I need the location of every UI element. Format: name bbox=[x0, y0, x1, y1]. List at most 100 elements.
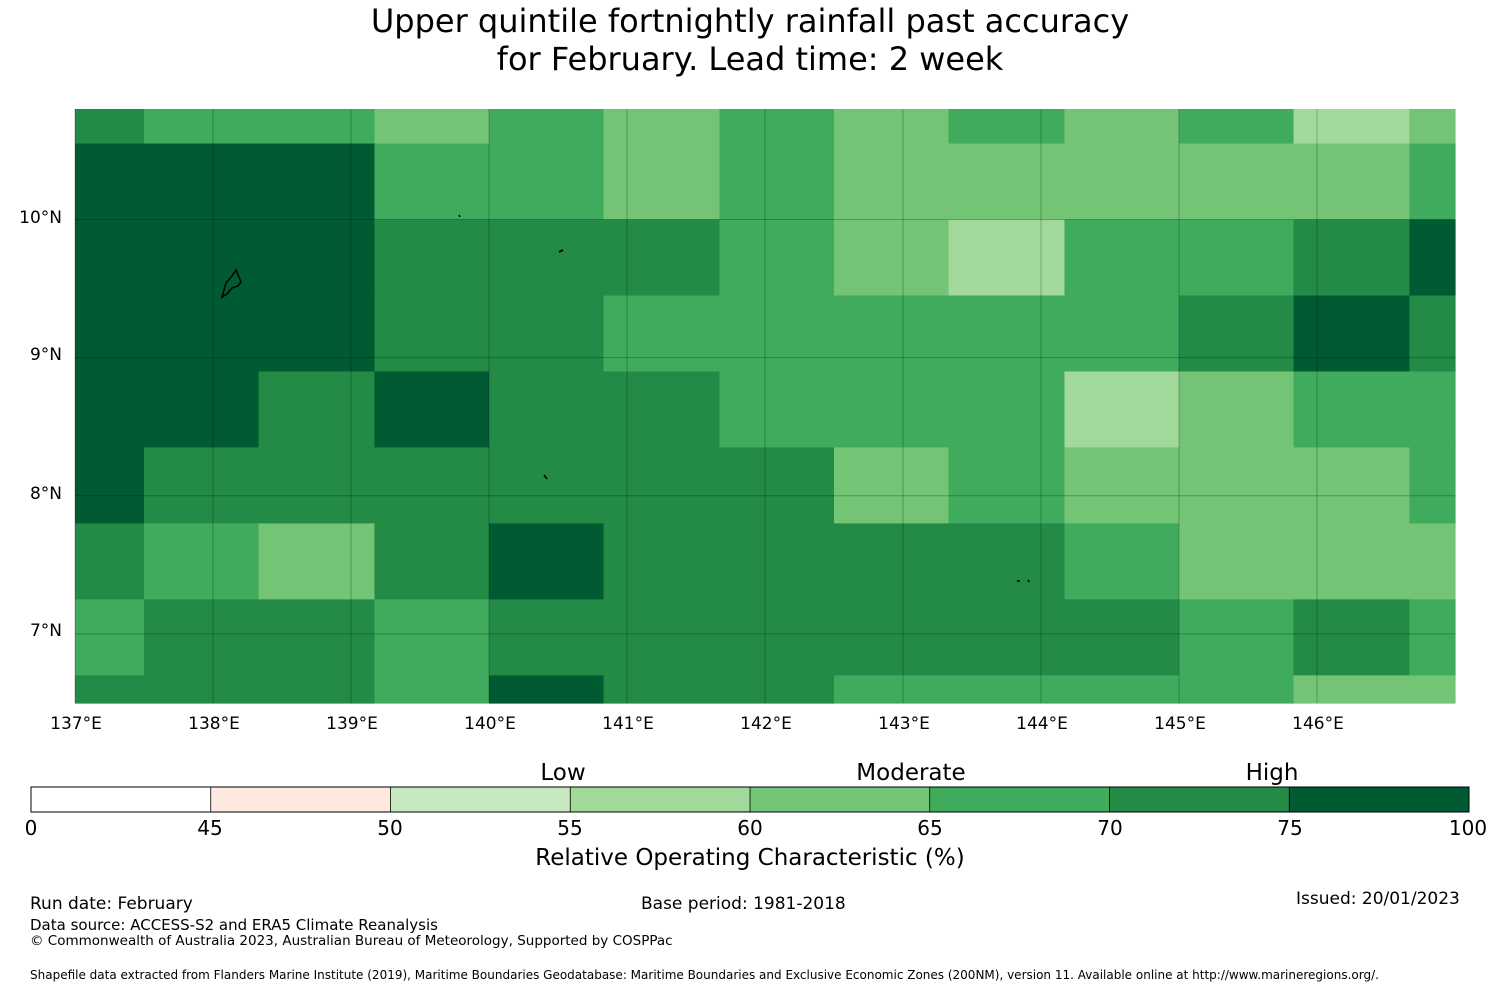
grid-cell bbox=[144, 599, 260, 676]
grid-cell bbox=[719, 295, 835, 373]
grid-cell bbox=[489, 109, 605, 145]
grid-cell bbox=[75, 675, 145, 704]
colorbar-bin bbox=[929, 787, 1110, 812]
grid-cell bbox=[144, 371, 260, 449]
grid-cell bbox=[719, 143, 835, 221]
grid-cell bbox=[834, 599, 950, 676]
grid-cell bbox=[948, 295, 1066, 373]
lon-label: 143°E bbox=[878, 714, 930, 734]
grid-cell bbox=[258, 523, 376, 600]
grid-cell bbox=[75, 143, 145, 221]
grid-cell bbox=[603, 295, 721, 373]
island-shape bbox=[1017, 579, 1030, 583]
lon-label: 137°E bbox=[50, 714, 102, 734]
grid-cell bbox=[374, 143, 490, 221]
colorbar-bin bbox=[750, 787, 930, 812]
grid-cell bbox=[144, 219, 260, 297]
grid-cell bbox=[603, 523, 721, 600]
grid-cell bbox=[948, 599, 1066, 676]
lat-label: 7°N bbox=[29, 621, 62, 641]
grid-cell bbox=[75, 219, 145, 297]
grid-cell bbox=[1064, 219, 1180, 297]
coastlines bbox=[220, 214, 1030, 583]
grid-cell bbox=[1179, 143, 1295, 221]
grid-cell bbox=[719, 109, 835, 145]
grid-cell bbox=[603, 675, 721, 704]
copyright-notice: © Commonwealth of Australia 2023, Austra… bbox=[30, 933, 673, 949]
grid-cell bbox=[75, 371, 145, 449]
grid-cell bbox=[1293, 675, 1411, 704]
graticule bbox=[74, 109, 1455, 703]
grid-cell bbox=[603, 599, 721, 676]
grid-cell bbox=[489, 143, 605, 221]
grid-cell bbox=[1179, 219, 1295, 297]
grid-cell bbox=[948, 143, 1066, 221]
grid-cell bbox=[1179, 523, 1295, 600]
grid-cell bbox=[144, 295, 260, 373]
grid-cell bbox=[258, 447, 376, 525]
grid-cell bbox=[948, 109, 1066, 145]
base-period: Base period: 1981-2018 bbox=[641, 894, 846, 914]
colorbar-bin bbox=[1289, 787, 1469, 812]
colorbar-bin bbox=[31, 787, 211, 812]
grid-cell bbox=[1293, 371, 1411, 449]
grid-cell bbox=[258, 143, 376, 221]
grid-cell bbox=[1293, 599, 1411, 676]
island-shape bbox=[220, 268, 242, 299]
grid-cell bbox=[719, 523, 835, 600]
grid-cell bbox=[75, 599, 145, 676]
grid-cell bbox=[489, 295, 605, 373]
shapefile-credit: Shapefile data extracted from Flanders M… bbox=[30, 968, 1379, 982]
grid-cell bbox=[719, 219, 835, 297]
colorbar-tick: 65 bbox=[917, 816, 943, 840]
grid-cell bbox=[258, 599, 376, 676]
grid-cell bbox=[144, 675, 260, 704]
colorbar-bin bbox=[570, 787, 750, 812]
grid-cell bbox=[489, 447, 605, 525]
grid-cell bbox=[374, 523, 490, 600]
colorbar-tick: 100 bbox=[1448, 816, 1488, 840]
issued-date: Issued: 20/01/2023 bbox=[1296, 889, 1460, 909]
grid-cell bbox=[75, 523, 145, 600]
colorbar-bin bbox=[390, 787, 571, 812]
colorbar-tick: 75 bbox=[1277, 816, 1303, 840]
grid-cell bbox=[834, 295, 950, 373]
grid-cell bbox=[1409, 675, 1456, 704]
grid-cell bbox=[75, 447, 145, 525]
grid-cell bbox=[258, 675, 376, 704]
grid-cell bbox=[1064, 109, 1180, 145]
grid-cell bbox=[1293, 143, 1411, 221]
grid-cell bbox=[834, 219, 950, 297]
grid-cell bbox=[948, 675, 1066, 704]
grid-cell bbox=[144, 143, 260, 221]
grid-cell bbox=[374, 447, 490, 525]
grid-cell bbox=[144, 523, 260, 600]
grid-cell bbox=[489, 599, 605, 676]
island-shape bbox=[458, 214, 461, 218]
colorbar-tick: 60 bbox=[737, 816, 763, 840]
lon-label: 139°E bbox=[326, 714, 378, 734]
grid-cell bbox=[258, 295, 376, 373]
colorbar-tick: 70 bbox=[1097, 816, 1123, 840]
grid-cell bbox=[374, 219, 490, 297]
grid-cell bbox=[374, 295, 490, 373]
colorbar-tick: 55 bbox=[557, 816, 583, 840]
grid-cell bbox=[1179, 599, 1295, 676]
lon-label: 142°E bbox=[740, 714, 792, 734]
grid-cell bbox=[1409, 295, 1456, 373]
grid-cell bbox=[603, 143, 721, 221]
colorbar bbox=[30, 786, 1470, 813]
lon-label: 140°E bbox=[464, 714, 516, 734]
lon-label: 138°E bbox=[188, 714, 240, 734]
colorbar-tick: 50 bbox=[377, 816, 403, 840]
grid-cell bbox=[948, 219, 1066, 297]
grid-cell bbox=[374, 599, 490, 676]
grid-cell bbox=[719, 675, 835, 704]
grid-cell bbox=[1179, 675, 1295, 704]
accuracy-grid bbox=[75, 109, 1456, 704]
grid-cell bbox=[489, 371, 605, 449]
category-high: High bbox=[1245, 760, 1299, 786]
grid-cell bbox=[834, 109, 950, 145]
map-title-line-2: for February. Lead time: 2 week bbox=[496, 40, 1004, 78]
